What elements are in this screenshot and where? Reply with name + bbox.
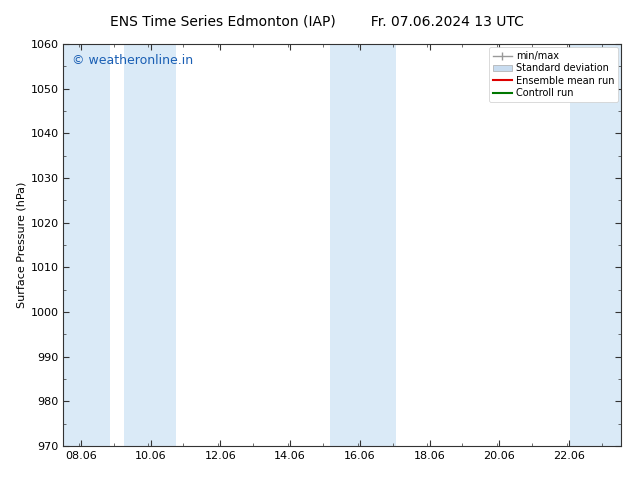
Bar xyxy=(330,44,358,446)
Bar xyxy=(124,44,176,446)
Text: © weatheronline.in: © weatheronline.in xyxy=(72,54,193,67)
Bar xyxy=(63,44,110,446)
Text: ENS Time Series Edmonton (IAP)        Fr. 07.06.2024 13 UTC: ENS Time Series Edmonton (IAP) Fr. 07.06… xyxy=(110,15,524,29)
Bar xyxy=(571,44,621,446)
Y-axis label: Surface Pressure (hPa): Surface Pressure (hPa) xyxy=(16,182,26,308)
Legend: min/max, Standard deviation, Ensemble mean run, Controll run: min/max, Standard deviation, Ensemble me… xyxy=(489,47,618,102)
Bar xyxy=(358,44,396,446)
